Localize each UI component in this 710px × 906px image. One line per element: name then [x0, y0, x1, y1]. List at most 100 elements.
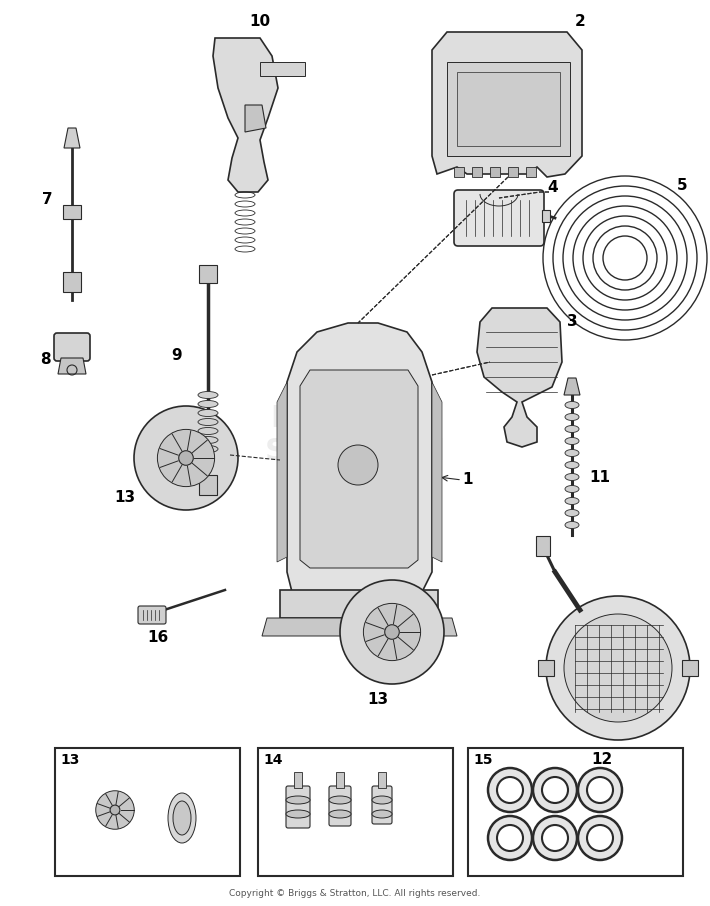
- Circle shape: [497, 825, 523, 851]
- Bar: [542, 210, 550, 222]
- Bar: [536, 536, 550, 556]
- Ellipse shape: [329, 796, 351, 804]
- Text: 12: 12: [591, 753, 613, 767]
- Text: 16: 16: [148, 631, 169, 645]
- Text: 8: 8: [40, 352, 50, 368]
- Text: 13: 13: [114, 490, 136, 506]
- Circle shape: [497, 777, 523, 803]
- Circle shape: [179, 450, 193, 466]
- Ellipse shape: [198, 437, 218, 444]
- Circle shape: [158, 429, 214, 487]
- Ellipse shape: [565, 401, 579, 409]
- Polygon shape: [245, 105, 266, 132]
- Bar: [457, 72, 560, 146]
- Circle shape: [533, 816, 577, 860]
- Ellipse shape: [198, 410, 218, 417]
- Ellipse shape: [198, 428, 218, 435]
- FancyBboxPatch shape: [286, 786, 310, 828]
- Circle shape: [578, 816, 622, 860]
- Polygon shape: [277, 382, 287, 562]
- Text: 13: 13: [60, 753, 80, 767]
- Ellipse shape: [565, 486, 579, 493]
- Polygon shape: [287, 323, 432, 604]
- Ellipse shape: [329, 810, 351, 818]
- Bar: [55, 748, 240, 876]
- Ellipse shape: [198, 419, 218, 426]
- FancyBboxPatch shape: [329, 786, 351, 826]
- Circle shape: [488, 768, 532, 812]
- Polygon shape: [477, 308, 562, 447]
- Bar: [468, 748, 683, 876]
- Circle shape: [587, 777, 613, 803]
- Bar: [682, 660, 698, 676]
- Ellipse shape: [565, 438, 579, 445]
- Circle shape: [587, 825, 613, 851]
- Text: 10: 10: [249, 14, 271, 30]
- Ellipse shape: [372, 810, 392, 818]
- Text: 11: 11: [589, 470, 611, 486]
- Circle shape: [80, 775, 150, 845]
- Circle shape: [110, 805, 120, 814]
- Ellipse shape: [565, 426, 579, 432]
- Circle shape: [338, 445, 378, 485]
- Ellipse shape: [565, 509, 579, 516]
- FancyBboxPatch shape: [372, 786, 392, 824]
- Bar: [490, 167, 500, 177]
- Text: 15: 15: [473, 753, 493, 767]
- Text: 3: 3: [567, 314, 577, 330]
- Ellipse shape: [565, 522, 579, 528]
- Ellipse shape: [173, 801, 191, 835]
- Polygon shape: [432, 32, 582, 177]
- Polygon shape: [58, 358, 86, 374]
- Polygon shape: [432, 382, 442, 562]
- Bar: [63, 272, 81, 292]
- Ellipse shape: [198, 391, 218, 399]
- FancyBboxPatch shape: [138, 606, 166, 624]
- Ellipse shape: [565, 461, 579, 468]
- Bar: [538, 660, 554, 676]
- Ellipse shape: [565, 449, 579, 457]
- Text: 9: 9: [172, 348, 182, 362]
- Bar: [526, 167, 536, 177]
- Circle shape: [564, 614, 672, 722]
- Text: 2: 2: [574, 14, 585, 30]
- Text: 1: 1: [463, 473, 474, 487]
- Polygon shape: [213, 38, 278, 192]
- Ellipse shape: [286, 796, 310, 804]
- Ellipse shape: [198, 400, 218, 408]
- Circle shape: [96, 791, 134, 829]
- Bar: [199, 475, 217, 495]
- Polygon shape: [64, 128, 80, 148]
- Text: 13: 13: [368, 692, 388, 708]
- Circle shape: [578, 768, 622, 812]
- Bar: [378, 772, 386, 788]
- Circle shape: [364, 603, 420, 660]
- Bar: [472, 167, 482, 177]
- Text: 5: 5: [677, 178, 687, 192]
- Bar: [260, 62, 305, 76]
- FancyBboxPatch shape: [54, 333, 90, 361]
- Ellipse shape: [198, 446, 218, 452]
- Circle shape: [340, 580, 444, 684]
- Circle shape: [134, 406, 238, 510]
- Circle shape: [542, 777, 568, 803]
- Circle shape: [385, 625, 399, 640]
- Bar: [280, 590, 438, 618]
- Text: 14: 14: [263, 753, 283, 767]
- Ellipse shape: [286, 810, 310, 818]
- Ellipse shape: [565, 474, 579, 480]
- Bar: [63, 205, 81, 219]
- Ellipse shape: [565, 497, 579, 505]
- Bar: [508, 167, 518, 177]
- Circle shape: [488, 816, 532, 860]
- Bar: [294, 772, 302, 788]
- Circle shape: [533, 768, 577, 812]
- Bar: [199, 265, 217, 283]
- Text: 7: 7: [42, 192, 53, 207]
- Circle shape: [546, 596, 690, 740]
- Text: Copyright © Briggs & Stratton, LLC. All rights reserved.: Copyright © Briggs & Stratton, LLC. All …: [229, 890, 481, 899]
- Bar: [258, 748, 453, 876]
- Bar: [447, 62, 570, 156]
- Bar: [454, 167, 464, 177]
- Circle shape: [542, 825, 568, 851]
